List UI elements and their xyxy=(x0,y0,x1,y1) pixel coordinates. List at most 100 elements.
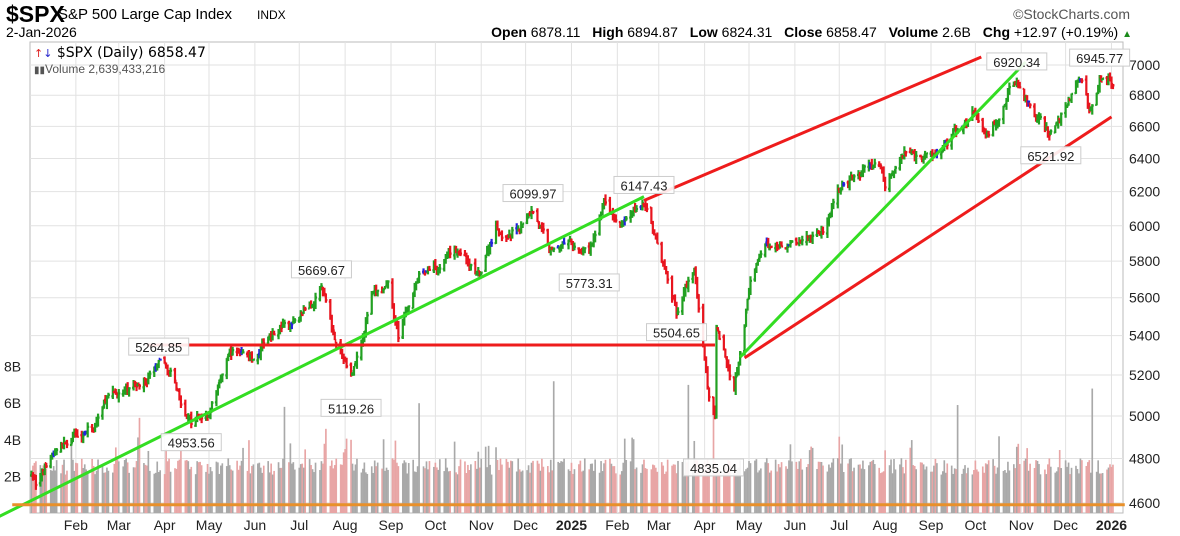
volume-tick-label: 6B xyxy=(4,395,21,411)
volume-bar xyxy=(33,462,36,513)
legend-volume: ▮▮Volume 2,639,433,216 xyxy=(34,62,165,76)
volume-bar xyxy=(508,467,511,513)
price-bar xyxy=(314,292,318,310)
price-bar xyxy=(987,130,991,138)
volume-bar xyxy=(798,461,801,513)
price-bar xyxy=(521,222,525,228)
annotation-text: 6521.92 xyxy=(1027,149,1074,164)
volume-bar xyxy=(831,462,833,513)
volume-bar xyxy=(197,462,200,513)
volume-bar xyxy=(153,473,156,513)
close-label: Close xyxy=(784,24,823,40)
volume-bar xyxy=(663,473,666,513)
volume-bar xyxy=(465,473,468,513)
volume-bar xyxy=(532,460,534,513)
volume-value: 2.6B xyxy=(942,24,971,40)
price-bar xyxy=(1028,102,1032,109)
price-bar xyxy=(759,250,763,259)
volume-bar xyxy=(1004,470,1006,513)
volume-bar xyxy=(73,470,76,513)
volume-label: Volume xyxy=(888,24,939,40)
price-bar xyxy=(697,294,701,313)
price-bar xyxy=(262,338,266,349)
volume-bar xyxy=(521,470,524,513)
volume-bar xyxy=(789,444,792,513)
volume-bar xyxy=(159,470,162,513)
volume-bar xyxy=(178,459,181,513)
x-tick-label: Aug xyxy=(873,517,898,533)
volume-bar xyxy=(138,417,141,513)
volume-bar xyxy=(143,463,145,513)
volume-bar xyxy=(725,468,728,513)
volume-bar xyxy=(882,471,885,513)
volume-bar xyxy=(992,459,994,513)
price-bar xyxy=(541,222,545,234)
volume-bar xyxy=(724,465,727,513)
price-bar xyxy=(417,270,421,284)
volume-bar xyxy=(372,472,375,513)
volume-bar xyxy=(785,466,787,513)
volume-bar xyxy=(776,471,778,513)
y-tick-label: 5600 xyxy=(1129,290,1160,306)
volume-bar xyxy=(335,458,338,513)
volume-bar xyxy=(780,462,783,513)
volume-bar xyxy=(600,461,602,513)
x-tick-label: Oct xyxy=(964,517,986,533)
volume-bar xyxy=(376,462,379,513)
volume-bar xyxy=(92,465,95,513)
price-bar xyxy=(552,247,556,253)
volume-bar xyxy=(298,467,301,513)
volume-bar xyxy=(973,470,975,513)
annotation-text: 4953.56 xyxy=(168,436,215,451)
volume-bar xyxy=(869,461,872,513)
volume-bar xyxy=(39,465,42,513)
price-bar xyxy=(1059,112,1063,126)
volume-bar xyxy=(693,440,696,513)
volume-bar xyxy=(811,447,814,513)
price-bar xyxy=(883,176,887,192)
volume-bar xyxy=(755,459,758,513)
triangle-up-icon: ▲ xyxy=(1122,29,1132,40)
volume-bar xyxy=(915,469,918,513)
volume-bar xyxy=(339,464,342,513)
volume-bar xyxy=(696,460,699,513)
price-bar xyxy=(676,307,680,316)
volume-bar xyxy=(786,468,789,513)
price-bar xyxy=(169,367,173,377)
volume-bar xyxy=(427,469,429,513)
volume-bar xyxy=(546,466,549,513)
price-bar xyxy=(583,247,587,254)
volume-bar xyxy=(237,469,240,513)
volume-bar xyxy=(1015,446,1018,513)
volume-bar xyxy=(1112,464,1114,513)
volume-bar xyxy=(646,468,648,513)
volume-bar xyxy=(1044,469,1046,513)
volume-bar xyxy=(795,461,798,513)
volume-bar xyxy=(872,459,875,513)
price-bar xyxy=(794,237,798,246)
volume-bar xyxy=(474,460,477,513)
volume-bar xyxy=(842,472,845,513)
volume-bar xyxy=(407,463,410,513)
y-tick-label: 5200 xyxy=(1129,367,1160,383)
volume-bar xyxy=(350,439,352,513)
volume-bar xyxy=(394,440,397,513)
volume-bar xyxy=(641,464,644,513)
price-bar xyxy=(593,230,597,243)
volume-bar xyxy=(154,472,157,513)
volume-bar xyxy=(375,466,378,513)
volume-bar xyxy=(467,464,469,513)
volume-bar xyxy=(1036,460,1039,513)
volume-bar xyxy=(974,460,977,513)
price-bar xyxy=(96,413,100,427)
volume-bar xyxy=(765,458,768,513)
price-bar xyxy=(604,194,608,206)
volume-bar xyxy=(610,463,613,513)
volume-bar xyxy=(1101,473,1104,513)
price-bar xyxy=(1111,83,1115,90)
volume-bar xyxy=(137,437,139,513)
volume-bar xyxy=(1095,471,1098,513)
volume-bar xyxy=(884,450,886,513)
x-tick-label: Dec xyxy=(513,517,538,533)
volume-bar xyxy=(261,472,264,513)
